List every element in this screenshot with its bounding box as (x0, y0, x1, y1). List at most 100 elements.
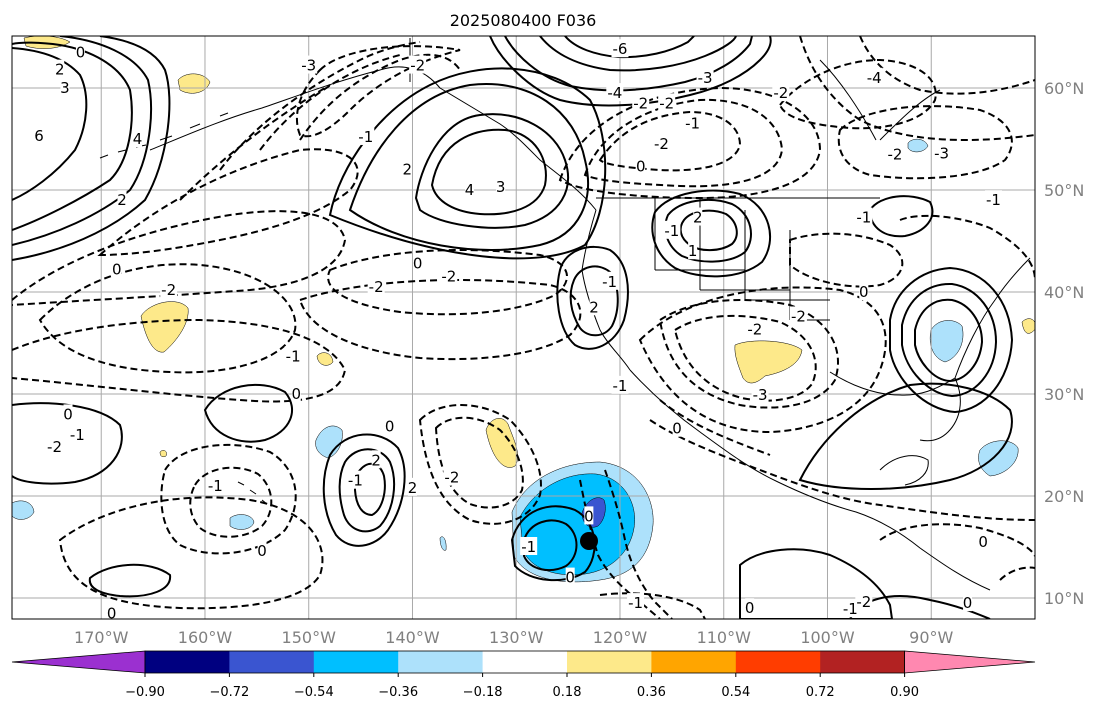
negative-contour (299, 53, 461, 141)
negative-contour (659, 399, 771, 456)
colorbar-swatch (482, 651, 568, 673)
positive-anomaly-patch (316, 352, 334, 366)
positive-contour (679, 209, 738, 252)
contour-label: -2 (410, 57, 425, 75)
contour-label: -1 (856, 209, 871, 227)
contour-label-bg (751, 385, 769, 404)
contour-label: -1 (348, 472, 363, 490)
contour-label: 4 (133, 130, 143, 148)
negative-contour (604, 469, 673, 619)
longitude-label: 120°W (593, 628, 648, 647)
negative-contour (598, 110, 742, 172)
contour-label: -2 (633, 94, 648, 112)
positive-contour (430, 128, 547, 216)
contour-label: -2 (161, 281, 176, 299)
contour-label-bg (688, 241, 698, 260)
contour-label: 2 (589, 298, 599, 316)
contour-label: 0 (257, 542, 267, 560)
contour-label: -2 (887, 145, 902, 163)
colorbar-swatch (820, 651, 906, 673)
contour-label-bg (746, 319, 764, 338)
contour-label-bg (367, 276, 385, 295)
contour-label-bg (663, 220, 681, 239)
contour-label: 2 (371, 451, 381, 469)
contour-label: -2 (856, 593, 871, 611)
longitude-label: 140°W (385, 628, 440, 647)
contour-label: -1 (685, 115, 700, 133)
contour-label: -1 (843, 600, 858, 618)
negative-contour (837, 105, 1013, 180)
colorbar-tick-label: −0.18 (463, 685, 503, 700)
contour-label-bg (886, 144, 904, 163)
contour-label: -2 (659, 94, 674, 112)
contour-label-bg (520, 537, 538, 555)
positive-anomaly-patch (140, 301, 189, 353)
coastlines (99, 38, 1031, 591)
contour-label-bg (160, 279, 178, 298)
contour-label-bg (133, 129, 143, 147)
negative-contour (97, 148, 359, 257)
contour-label-bg (34, 125, 44, 144)
colorbar-tick-label: −0.90 (125, 685, 165, 700)
contour-label: -3 (753, 386, 768, 404)
colorbar-swatch (735, 651, 821, 673)
contour-label: 0 (565, 569, 575, 587)
colorbar-tick-label: 0.36 (637, 685, 666, 700)
contour-label: -2 (773, 84, 788, 102)
colorbar-swatch (567, 651, 652, 673)
negative-contour (778, 58, 937, 130)
negative-contour (799, 36, 1035, 141)
positive-contour (12, 36, 152, 246)
contour-label: -2 (369, 278, 384, 296)
colorbar-extend-high (904, 650, 1036, 674)
contour-label-bg (636, 156, 646, 175)
contour-label: -3 (301, 57, 316, 75)
contour-label: 0 (292, 385, 302, 403)
contour-label-bg (443, 467, 461, 486)
longitude-label: 170°W (74, 628, 129, 647)
map-frame (11, 35, 1036, 620)
positive-contour (203, 383, 294, 443)
contour-label-bg (865, 67, 883, 86)
contour-label-bg (978, 531, 988, 550)
contour-label-bg (601, 271, 619, 290)
contour-label-bg (413, 253, 423, 272)
positive-contour (523, 519, 578, 572)
contour-label: 0 (672, 420, 682, 438)
longitude-label: 130°W (489, 628, 544, 647)
hudson-bay-coast (819, 59, 941, 141)
negative-contour (160, 443, 297, 555)
us-state-lines (654, 198, 830, 321)
negative-contour (999, 566, 1035, 581)
positive-contour (539, 36, 737, 72)
contour-label-bg (611, 375, 629, 394)
contour-label: 0 (636, 158, 646, 176)
negative-contour (179, 84, 331, 201)
contour-label-bg (855, 207, 873, 226)
negative-contour (58, 496, 324, 610)
contour-label: 1 (688, 242, 698, 260)
east-coast (954, 257, 1031, 379)
contour-label: -2 (654, 135, 669, 153)
contour-label-bg (963, 593, 973, 612)
contour-label: -2 (791, 307, 806, 325)
colorbar-tick-label: −0.72 (209, 685, 249, 700)
positive-contour (914, 298, 984, 383)
negative-contour (189, 466, 273, 538)
latitude-label: 40°N (1044, 283, 1084, 302)
mexico-coast (629, 369, 991, 591)
negative-contour (298, 279, 582, 361)
positive-anomaly-patch (1021, 318, 1035, 334)
contour-label: -3 (698, 69, 713, 87)
negative-contour (899, 214, 1035, 281)
contour-label-bg (117, 190, 127, 209)
contour-label: 2 (403, 161, 413, 179)
contour-label-bg (745, 598, 755, 617)
contour-label-bg (772, 83, 790, 102)
longitude-labels: 170°W 160°W 150°W 140°W 130°W 120°W 110°W 100°W… (74, 628, 953, 647)
contour-label-bg (407, 477, 417, 496)
contour-label: 0 (963, 594, 973, 612)
positive-contour (504, 36, 753, 92)
colorbar-swatch (313, 651, 399, 673)
